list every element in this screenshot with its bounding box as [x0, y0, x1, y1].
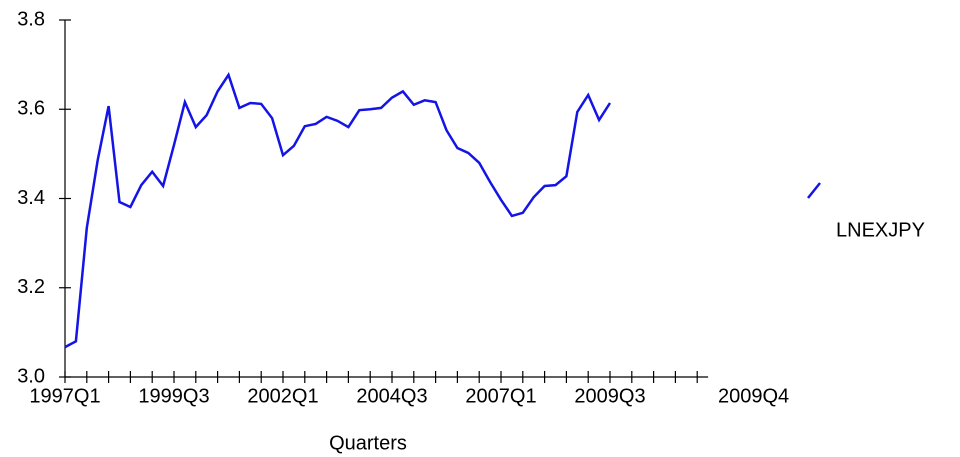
y-tick-label: 3.2: [17, 276, 45, 298]
data-line: [64, 72, 612, 349]
x-tick-label: 1997Q1: [29, 385, 100, 407]
y-tick-label: 3.6: [17, 98, 45, 120]
x-tick-label: 1999Q3: [138, 385, 209, 407]
x-axis-label: Quarters: [329, 432, 407, 454]
annotation: 2009Q4: [718, 385, 789, 407]
x-tick-label: 2004Q3: [356, 385, 427, 407]
legend-label: LNEXJPY: [836, 219, 925, 241]
legend-swatch: [807, 182, 821, 199]
y-tick-label: 3.8: [17, 8, 45, 30]
x-tick-label: 2009Q3: [574, 385, 645, 407]
y-tick-label: 3.4: [17, 187, 45, 209]
x-tick-label: 2002Q1: [247, 385, 318, 407]
y-tick-label: 3.0: [17, 365, 45, 387]
x-tick-label: 2007Q1: [465, 385, 536, 407]
